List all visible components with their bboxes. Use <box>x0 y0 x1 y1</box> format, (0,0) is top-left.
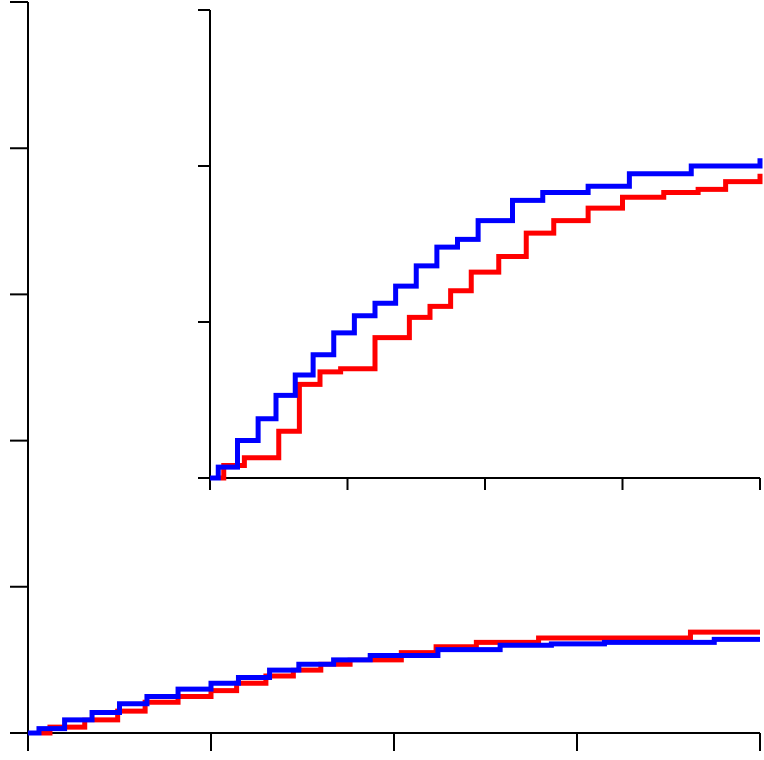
inset-plot <box>198 9 763 490</box>
series-line-red <box>28 629 760 736</box>
series-line-blue <box>28 636 760 736</box>
series-line-blue <box>210 158 763 481</box>
series-line-red <box>210 173 763 481</box>
main-plot <box>10 1 761 751</box>
